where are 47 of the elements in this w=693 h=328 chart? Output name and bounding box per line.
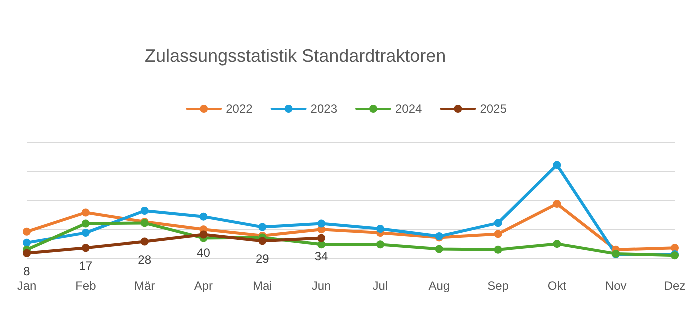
chart-title: Zulassungsstatistik Standardtraktoren [145, 46, 446, 66]
point [553, 240, 562, 248]
legend-label: 2023 [310, 102, 338, 116]
x-tick-label: Feb [76, 279, 97, 293]
point [376, 240, 384, 249]
point [82, 220, 90, 228]
x-tick-label: Aug [428, 279, 450, 293]
point [258, 237, 267, 246]
x-tick-label: Okt [548, 279, 568, 293]
x-tick-label: Nov [605, 279, 627, 293]
x-tick-label: Sep [488, 279, 510, 293]
legend-label: 2022 [226, 102, 254, 116]
data-label: 40 [197, 246, 211, 260]
data-label: 8 [24, 264, 31, 278]
point [376, 225, 384, 233]
x-tick-label: Apr [194, 279, 214, 293]
point [318, 220, 326, 228]
point [82, 244, 90, 252]
point [553, 200, 562, 208]
x-tick-label: Mär [134, 279, 156, 293]
point [494, 246, 502, 254]
point [82, 229, 90, 238]
data-label: 34 [314, 249, 329, 264]
legend-label: 2024 [396, 102, 423, 116]
point [23, 228, 31, 236]
point [494, 219, 502, 228]
point [258, 223, 267, 232]
x-tick-label: Mai [252, 279, 272, 293]
point [435, 245, 444, 254]
point [23, 238, 31, 247]
data-label: 28 [138, 252, 152, 267]
point [553, 161, 562, 170]
point [23, 249, 31, 258]
x-tick-label: Jun [312, 279, 332, 293]
point [82, 208, 90, 217]
x-tick-label: Jan [17, 279, 37, 293]
point [200, 230, 208, 239]
point [494, 230, 502, 238]
point [140, 207, 149, 216]
data-label: 29 [256, 252, 270, 266]
point [140, 238, 149, 246]
point [200, 212, 208, 221]
point [318, 234, 326, 242]
x-tick-label: Dez [664, 279, 686, 293]
legend-label: 2025 [480, 102, 508, 116]
data-label: 17 [79, 259, 93, 274]
x-tick-label: Jul [372, 279, 388, 293]
